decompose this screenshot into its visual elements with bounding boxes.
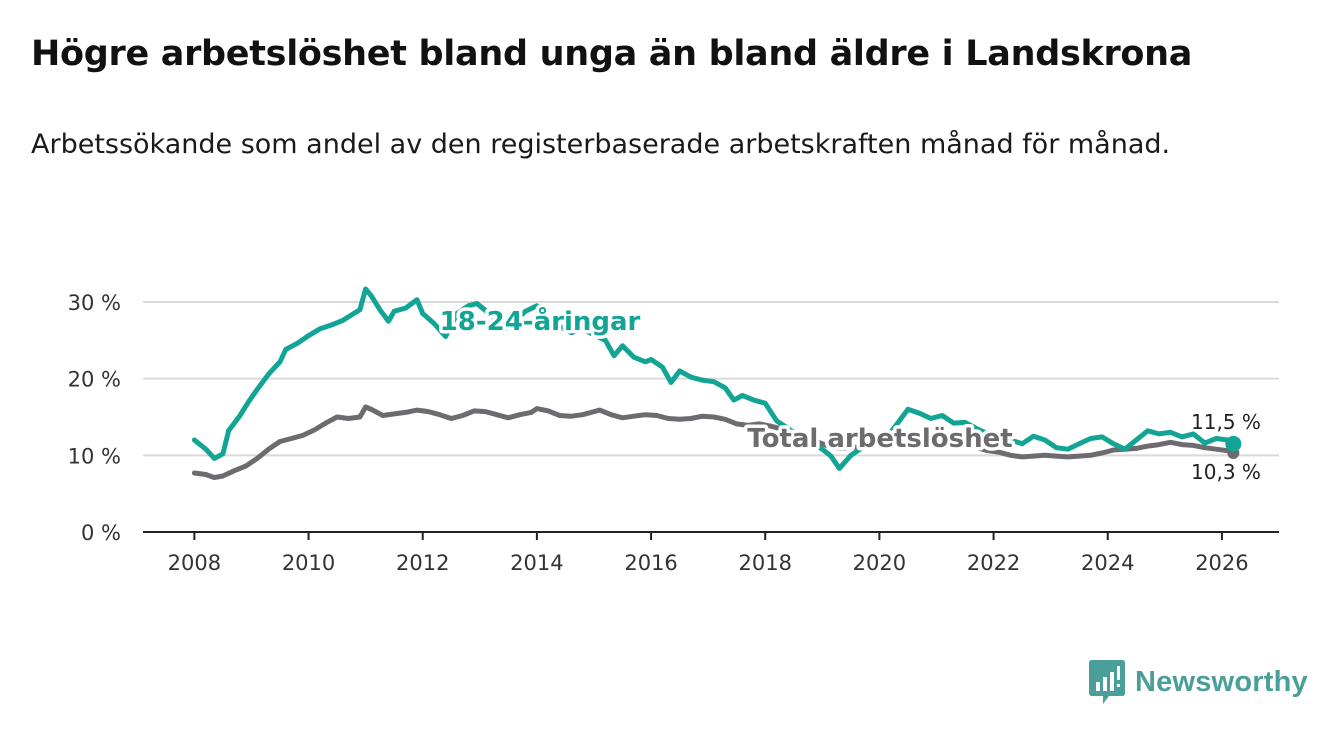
x-axis: 2008 2010 2012 2014 2016 2018 2020 2022 2024 2026 <box>143 531 1279 575</box>
x-tick-label: 2026 <box>1195 551 1248 575</box>
bar-chart-icon <box>1089 660 1125 704</box>
series-line <box>191 404 1236 481</box>
y-tick-label: 0 % <box>81 521 121 545</box>
series-label-youth: 18-24-åringar <box>440 305 641 337</box>
x-tick-label: 2018 <box>739 551 792 575</box>
y-tick-label: 10 % <box>68 444 121 468</box>
x-tick-label: 2012 <box>396 551 449 575</box>
brand-name: Newsworthy <box>1135 665 1308 698</box>
x-tick-label: 2024 <box>1081 551 1134 575</box>
series-lines <box>191 286 1242 481</box>
chart-subtitle: Arbetssökande som andel av den registerb… <box>31 129 1171 160</box>
x-tick-label: 2010 <box>282 551 335 575</box>
chart-title: Högre arbetslöshet bland unga än bland ä… <box>31 34 1193 74</box>
x-tick-label: 2020 <box>853 551 906 575</box>
series-end-point <box>1225 435 1242 452</box>
series-line <box>191 286 1236 471</box>
series-label-total: Total arbetslöshet <box>747 424 1012 454</box>
end-label-total: 10,3 % <box>1191 460 1261 484</box>
x-tick-label: 2022 <box>967 551 1020 575</box>
x-tick-label: 2008 <box>168 551 221 575</box>
newsworthy-logo: Newsworthy <box>1089 660 1308 704</box>
x-tick-label: 2016 <box>624 551 677 575</box>
end-label-youth: 11,5 % <box>1191 410 1261 434</box>
y-axis: 0 % 10 % 20 % 30 % <box>68 291 121 545</box>
y-tick-label: 30 % <box>68 291 121 315</box>
series-labels: 18-24-åringar Total arbetslöshet 11,5 % … <box>436 302 1261 485</box>
x-tick-label: 2014 <box>510 551 563 575</box>
y-tick-label: 20 % <box>68 368 121 392</box>
